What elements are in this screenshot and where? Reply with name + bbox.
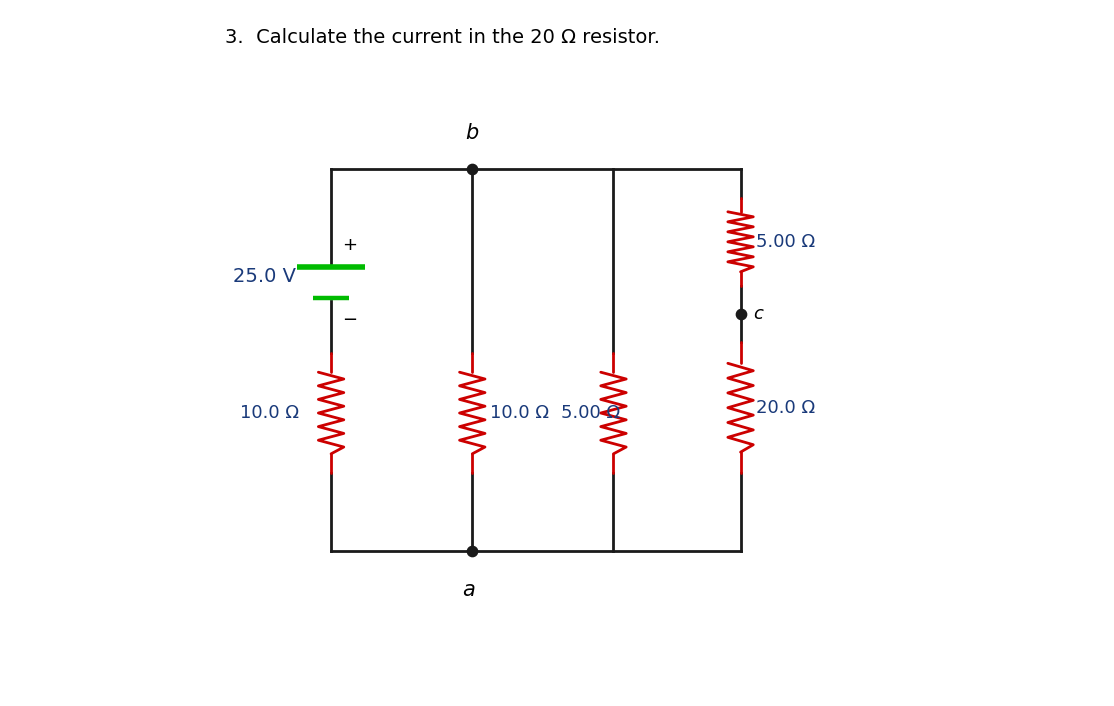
- Text: 10.0 Ω: 10.0 Ω: [490, 404, 549, 422]
- Text: −: −: [342, 311, 356, 328]
- Text: 25.0 V: 25.0 V: [233, 268, 295, 286]
- Point: [463, 545, 481, 556]
- Text: c: c: [753, 305, 763, 323]
- Text: 5.00 Ω: 5.00 Ω: [756, 233, 815, 251]
- Text: 10.0 Ω: 10.0 Ω: [241, 404, 300, 422]
- Text: 5.00 Ω: 5.00 Ω: [560, 404, 619, 422]
- Text: b: b: [466, 123, 479, 143]
- Text: +: +: [342, 237, 356, 254]
- Point: [463, 164, 481, 175]
- Point: [732, 309, 750, 320]
- Text: 3.  Calculate the current in the 20 Ω resistor.: 3. Calculate the current in the 20 Ω res…: [225, 28, 661, 47]
- Text: a: a: [462, 580, 476, 600]
- Text: 20.0 Ω: 20.0 Ω: [756, 399, 815, 417]
